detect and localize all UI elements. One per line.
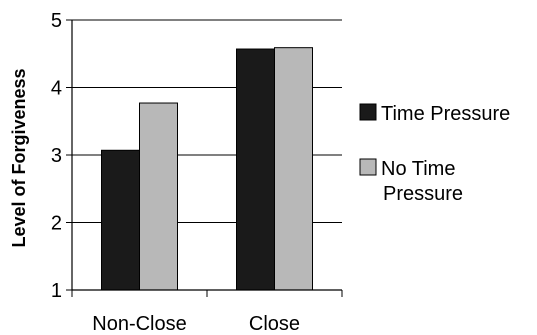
y-tick-labels: 1 2 3 4 5	[51, 10, 62, 302]
legend-swatch	[359, 103, 377, 121]
y-tick-label: 3	[51, 145, 62, 167]
legend-label: Pressure	[383, 183, 463, 205]
y-axis-label: Level of Forgiveness	[9, 68, 29, 247]
bars	[101, 47, 313, 291]
x-category-labels: Non-Close Close	[92, 313, 300, 335]
legend: Time Pressure No Time Pressure	[359, 103, 510, 205]
x-category-label: Close	[249, 313, 300, 335]
bar	[101, 149, 140, 291]
y-tick-label: 2	[51, 213, 62, 235]
axes	[66, 19, 343, 297]
bar	[274, 47, 313, 291]
y-tick-label: 5	[51, 10, 62, 32]
legend-label: No Time	[381, 158, 455, 180]
legend-label: Time Pressure	[381, 103, 510, 125]
bar	[236, 48, 275, 291]
y-tick-label: 4	[51, 78, 62, 100]
bar	[139, 102, 178, 291]
y-tick-label: 1	[51, 280, 62, 302]
legend-swatch	[359, 158, 377, 176]
x-category-label: Non-Close	[92, 313, 186, 335]
